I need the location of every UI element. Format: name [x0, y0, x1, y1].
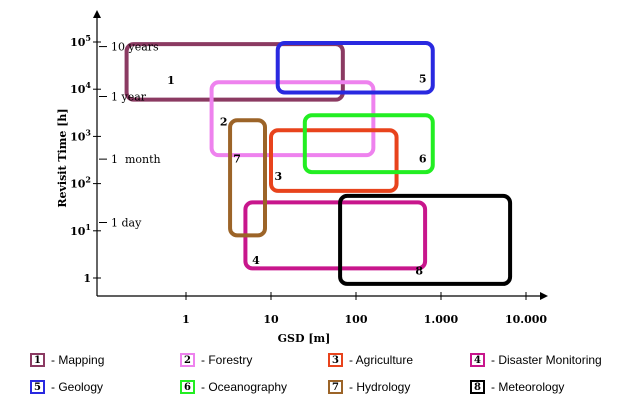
x-tick-label: 10	[263, 313, 279, 326]
region-1-label: 1	[167, 74, 175, 87]
legend-swatch: 4	[470, 353, 485, 367]
region-2-label: 2	[220, 116, 228, 129]
region-5-box	[275, 41, 435, 95]
annotation-label: 1 day	[111, 216, 142, 229]
legend-swatch: 2	[180, 353, 195, 367]
legend-label: - Hydrology	[349, 380, 411, 394]
y-tick-label: 1	[83, 272, 91, 285]
annotation-label: 10 years	[111, 41, 159, 54]
legend-label: - Meteorology	[491, 380, 565, 394]
region-8-label: 8	[415, 264, 423, 277]
legend-item-5: 5 - Geology	[30, 378, 103, 396]
y-tick-label: 103	[70, 127, 91, 143]
x-axis-title: GSD [m]	[278, 332, 331, 345]
annotation-label: 1 month	[111, 153, 161, 166]
y-axis-arrow	[93, 10, 101, 18]
y-tick-label: 101	[70, 222, 91, 238]
y-tick-exponent: 2	[85, 175, 91, 185]
legend-item-7: 7 - Hydrology	[328, 378, 410, 396]
legend-swatch: 1	[30, 353, 45, 367]
legend-swatch: 8	[470, 380, 485, 394]
legend-swatch: 7	[328, 380, 343, 394]
region-3-box	[269, 128, 399, 193]
region-8-box	[338, 193, 513, 286]
legend: 1 - Mapping 2 - Forestry 3 - Agriculture 4 - Di…	[0, 345, 641, 409]
region-3-label: 3	[275, 170, 283, 183]
legend-label: - Disaster Monitoring	[491, 353, 602, 367]
legend-item-4: 4 - Disaster Monitoring	[470, 351, 602, 369]
x-tick-label: 100	[345, 313, 368, 326]
legend-swatch: 5	[30, 380, 45, 394]
legend-label: - Geology	[51, 380, 104, 394]
legend-label: - Agriculture	[349, 353, 414, 367]
region-1-box	[124, 42, 345, 102]
region-6-label: 6	[419, 152, 427, 165]
legend-label: - Mapping	[51, 353, 105, 367]
x-axis-arrow	[540, 292, 548, 300]
y-annotations: 1 day 1 month 1 year 10 years	[99, 41, 161, 229]
x-axis: 1 10 100 1.000 10.000	[97, 292, 548, 326]
y-tick-label: 105	[70, 33, 91, 49]
regions-layer: 1 2 3 4 5 6 7 8	[124, 41, 513, 286]
legend-item-8: 8 - Meteorology	[470, 378, 564, 396]
y-tick-exponent: 3	[85, 127, 91, 137]
region-7-box	[228, 118, 268, 238]
x-tick-label: 10.000	[505, 313, 547, 326]
y-tick-label: 104	[70, 80, 91, 96]
legend-item-1: 1 - Mapping	[30, 351, 104, 369]
legend-item-3: 3 - Agriculture	[328, 351, 413, 369]
region-5-label: 5	[419, 72, 427, 85]
x-tick-label: 1	[182, 313, 190, 326]
x-tick-label: 1.000	[424, 313, 459, 326]
y-tick-label: 102	[70, 175, 91, 191]
y-axis-title: Revisit Time [h]	[56, 108, 69, 207]
region-4-box	[243, 200, 428, 271]
region-6-box	[302, 113, 435, 175]
legend-item-2: 2 - Forestry	[180, 351, 252, 369]
y-tick-exponent: 1	[85, 222, 91, 232]
legend-swatch: 3	[328, 353, 343, 367]
legend-item-6: 6 - Oceanography	[180, 378, 287, 396]
legend-label: - Oceanography	[201, 380, 288, 394]
region-4-label: 4	[252, 254, 260, 267]
legend-label: - Forestry	[201, 353, 253, 367]
y-tick-exponent: 4	[85, 80, 91, 90]
legend-swatch: 6	[180, 380, 195, 394]
y-tick-exponent: 5	[85, 33, 91, 43]
region-7-label: 7	[233, 152, 241, 165]
annotation-label: 1 year	[111, 91, 147, 104]
region-2-box	[209, 80, 376, 158]
